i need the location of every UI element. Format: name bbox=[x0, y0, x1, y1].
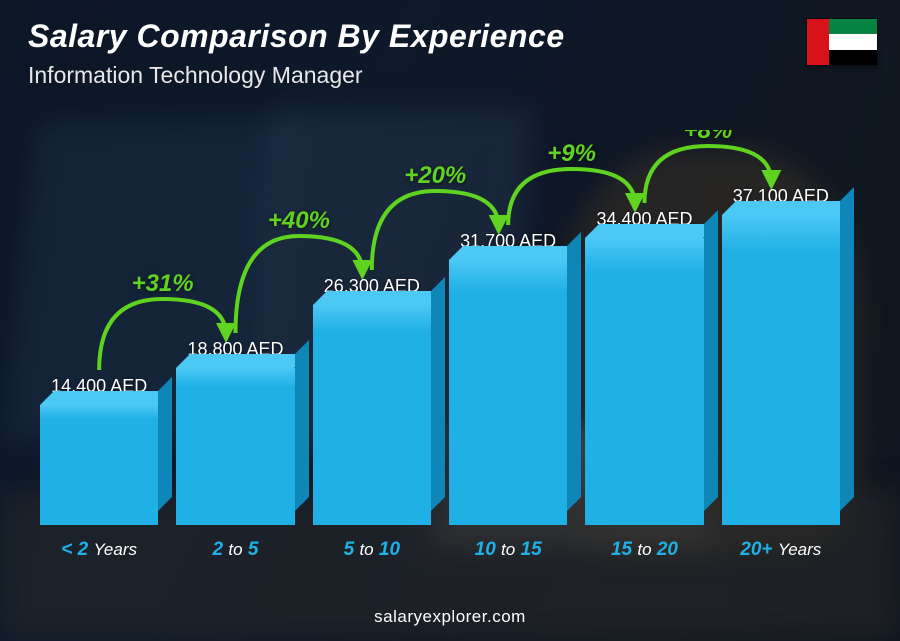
x-label-3: 10 to 15 bbox=[449, 539, 567, 561]
bar-1: 18,800 AED bbox=[176, 339, 294, 525]
x-axis-labels: < 2 Years 2 to 5 5 to 10 10 to 15 15 to 20 20… bbox=[40, 539, 840, 561]
x-label-1: 2 to 5 bbox=[176, 539, 294, 561]
uae-flag-icon bbox=[806, 18, 878, 66]
bars-container: 14,400 AED18,800 AED26,300 AED31,700 AED… bbox=[40, 130, 840, 525]
bar-3: 31,700 AED bbox=[449, 231, 567, 525]
x-label-0: < 2 Years bbox=[40, 539, 158, 561]
bar-3d bbox=[722, 215, 840, 525]
chart-subtitle: Information Technology Manager bbox=[28, 62, 363, 89]
bar-3d bbox=[449, 260, 567, 525]
infographic-stage: Salary Comparison By Experience Informat… bbox=[0, 0, 900, 641]
x-label-5: 20+ Years bbox=[722, 539, 840, 561]
bar-3d bbox=[313, 305, 431, 525]
bar-chart: +31%+40%+20%+9%+8% 14,400 AED18,800 AED2… bbox=[40, 130, 840, 561]
bar-2: 26,300 AED bbox=[313, 276, 431, 525]
footer-credit: salaryexplorer.com bbox=[0, 607, 900, 627]
x-label-2: 5 to 10 bbox=[313, 539, 431, 561]
x-label-4: 15 to 20 bbox=[585, 539, 703, 561]
bar-3d bbox=[176, 368, 294, 525]
chart-title: Salary Comparison By Experience bbox=[28, 18, 565, 55]
bar-3d bbox=[585, 238, 703, 525]
bar-5: 37,100 AED bbox=[722, 186, 840, 525]
bar-4: 34,400 AED bbox=[585, 209, 703, 525]
bar-0: 14,400 AED bbox=[40, 376, 158, 525]
bar-3d bbox=[40, 405, 158, 525]
flag-hoist-red bbox=[807, 19, 829, 65]
